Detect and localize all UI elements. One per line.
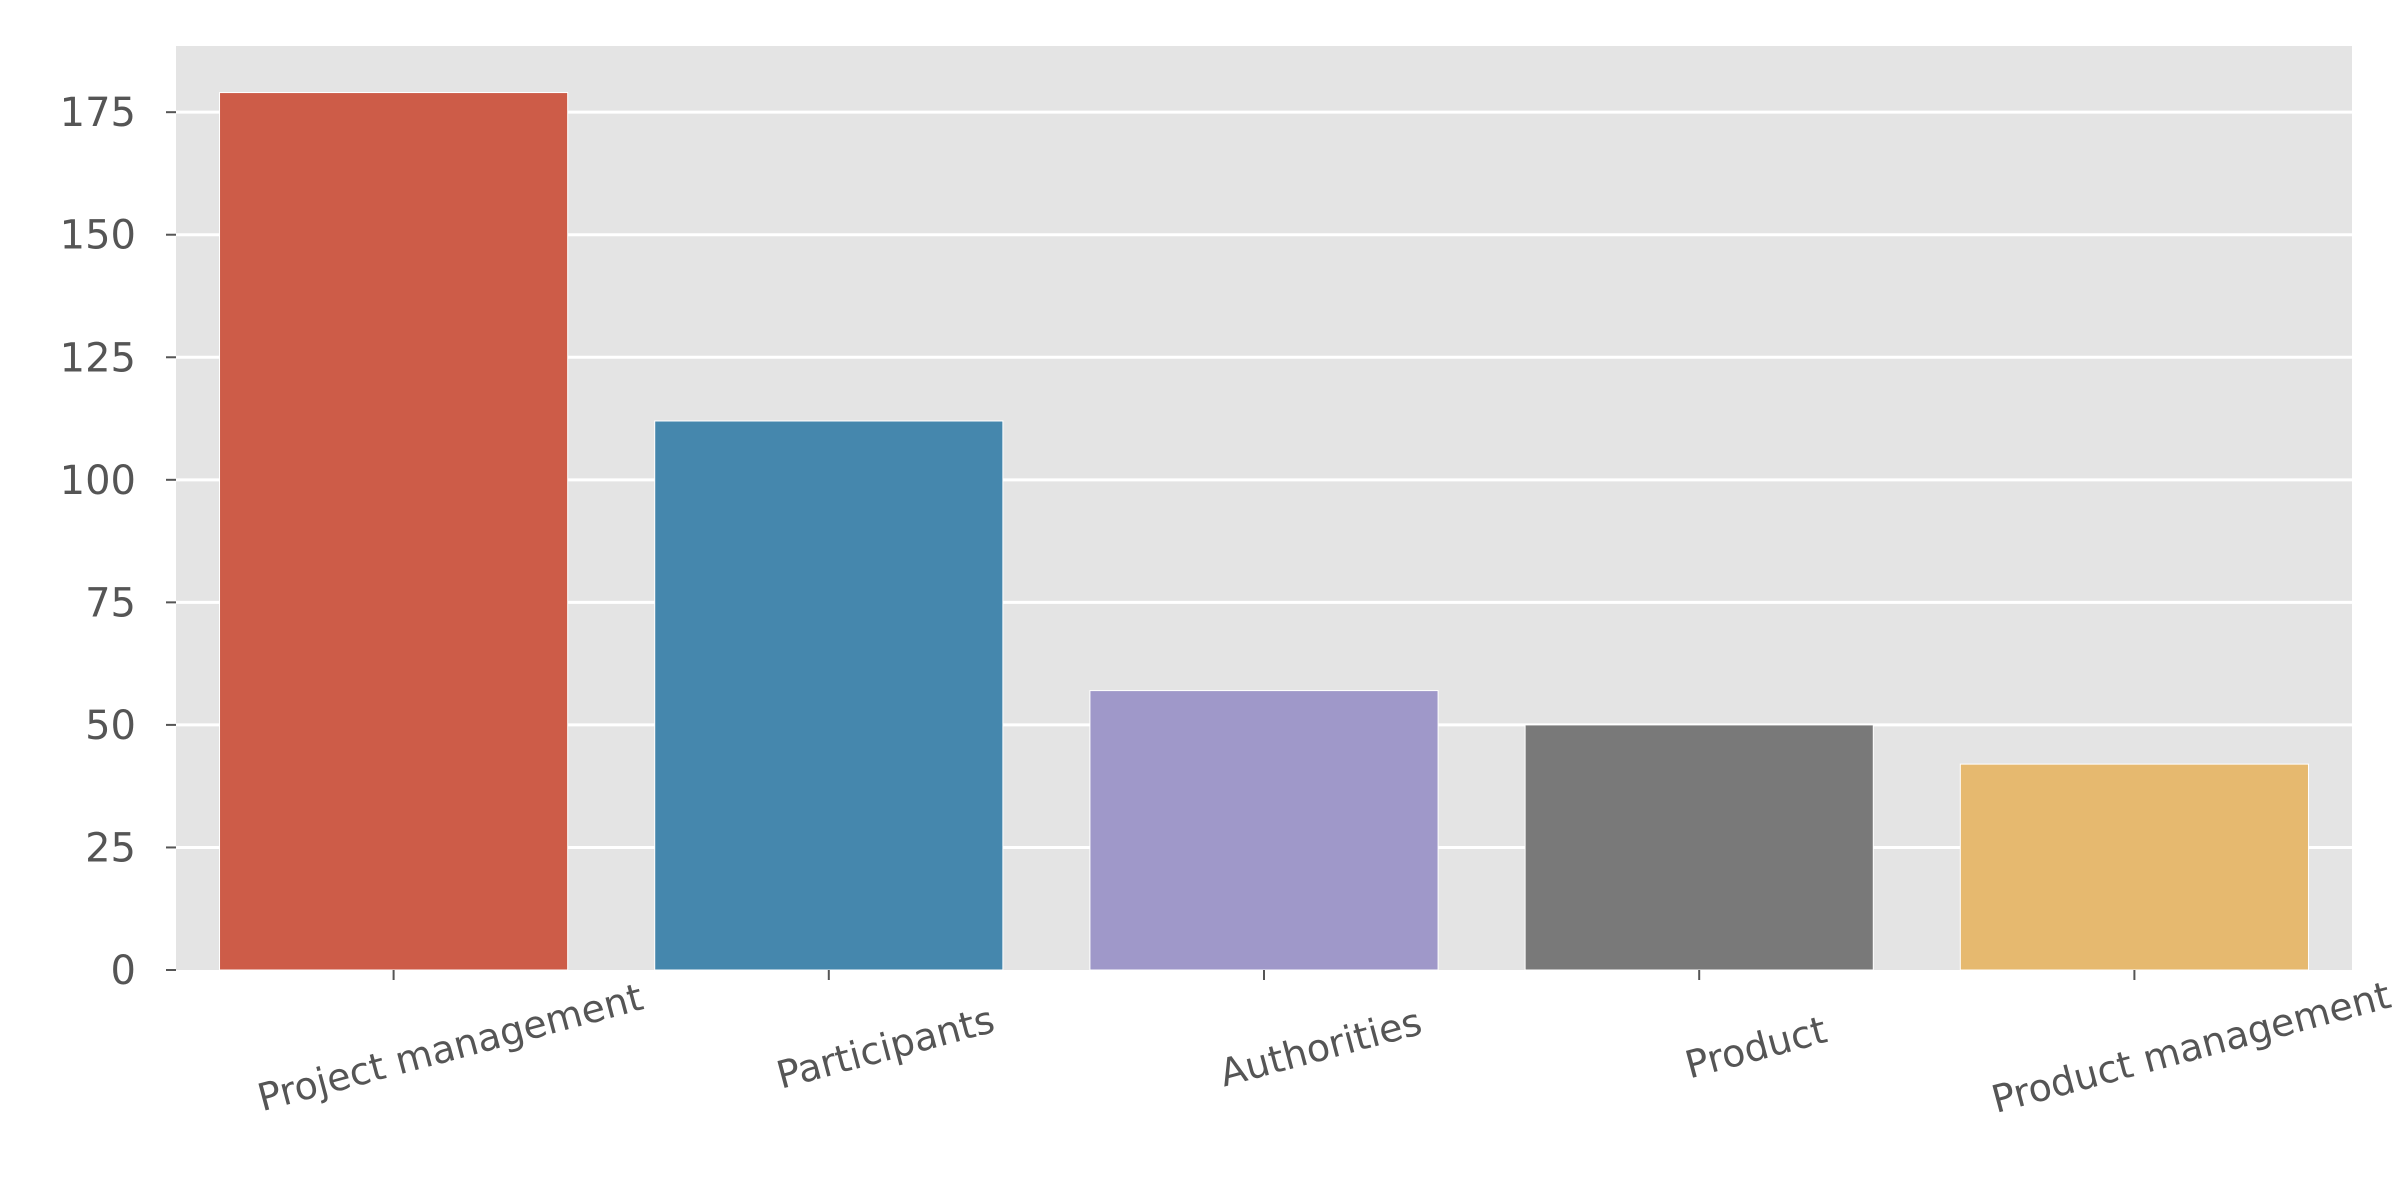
ytick-label-0: 0 — [111, 948, 136, 994]
ytick-label-100: 100 — [60, 458, 136, 504]
ytick-label-175: 175 — [60, 90, 136, 136]
ytick-label-25: 25 — [85, 825, 136, 871]
xtick-label-authorities: Authorities — [1215, 999, 1426, 1095]
ytick-label-50: 50 — [85, 703, 136, 749]
bars — [219, 92, 2309, 971]
bar-product-management — [1959, 763, 2309, 971]
bar-product — [1524, 724, 1874, 971]
ytick-label-150: 150 — [60, 213, 136, 259]
bar-authorities — [1089, 690, 1439, 971]
bar-participants — [654, 420, 1004, 971]
x-axis-labels: Project management Participants Authoritie… — [253, 970, 2395, 1122]
y-axis-ticks: 0 25 50 75 100 125 150 175 — [60, 90, 176, 994]
bar-project-management — [219, 92, 569, 971]
ytick-label-125: 125 — [60, 335, 136, 381]
xtick-label-product-management: Product management — [1987, 973, 2395, 1122]
xtick-label-project-management: Project management — [253, 975, 648, 1120]
xtick-label-participants: Participants — [772, 997, 999, 1097]
xtick-label-product: Product — [1680, 1008, 1831, 1088]
ytick-label-75: 75 — [85, 580, 136, 626]
